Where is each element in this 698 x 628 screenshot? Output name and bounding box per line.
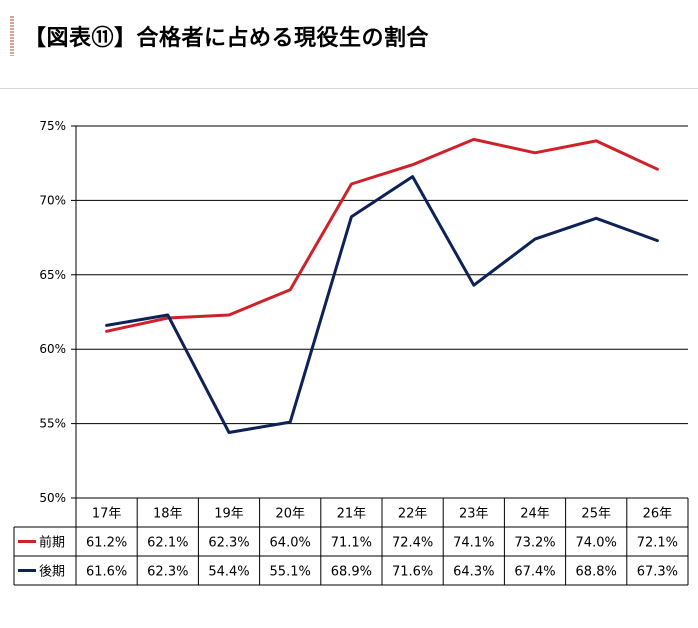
y-tick-label: 55% [39,417,66,431]
category-label: 25年 [581,507,611,522]
y-tick-label: 65% [39,268,66,282]
table-cell-value: 67.3% [637,565,678,580]
axes [71,125,77,499]
table-cell-value: 74.0% [576,536,617,551]
gridlines [76,125,688,425]
y-tick-label: 70% [39,193,66,207]
category-label: 17年 [92,507,122,522]
category-label: 19年 [214,507,244,522]
series-lines [105,137,659,434]
category-label: 21年 [337,507,367,522]
category-label: 20年 [275,507,305,522]
table-cell-value: 61.2% [86,536,127,551]
table-cell-value: 62.1% [147,536,188,551]
table-cell-value: 54.4% [208,565,249,580]
table-cell-value: 64.3% [453,565,494,580]
y-tick-label: 50% [39,491,66,505]
table-cell-value: 71.6% [392,565,433,580]
title-accent-bar [10,16,14,56]
header-divider [0,88,698,89]
legend-label: 前期 [39,535,65,551]
y-tick-labels: 50% 55% 60% 65% 70% 75% [39,119,66,505]
table-cell-value: 72.4% [392,536,433,551]
table-cell-value: 67.4% [514,565,555,580]
table-cell-value: 71.1% [331,536,372,551]
category-label: 23年 [459,507,489,522]
table-cell-value: 73.2% [514,536,555,551]
page-title: 【図表⑪】合格者に占める現役生の割合 [24,26,430,51]
category-label: 24年 [520,507,550,522]
table-cell-value: 64.0% [270,536,311,551]
series-line-kouki [105,175,659,434]
series-line-zenki [105,137,659,333]
table-cell-value: 62.3% [147,565,188,580]
table-cell-value: 68.9% [331,565,372,580]
table-cell-value: 72.1% [637,536,678,551]
table-cell-value: 68.8% [576,565,617,580]
table-cell-value: 74.1% [453,536,494,551]
table-cell-value: 61.6% [86,565,127,580]
category-label: 26年 [643,507,673,522]
y-tick-label: 75% [39,119,66,133]
table-cell-value: 55.1% [270,565,311,580]
table-cell-value: 62.3% [208,536,249,551]
category-label: 22年 [398,507,428,522]
category-label: 18年 [153,507,183,522]
y-tick-label: 60% [39,342,66,356]
title-bar: 【図表⑪】合格者に占める現役生の割合 [10,14,610,58]
legend-label: 後期 [39,565,65,580]
